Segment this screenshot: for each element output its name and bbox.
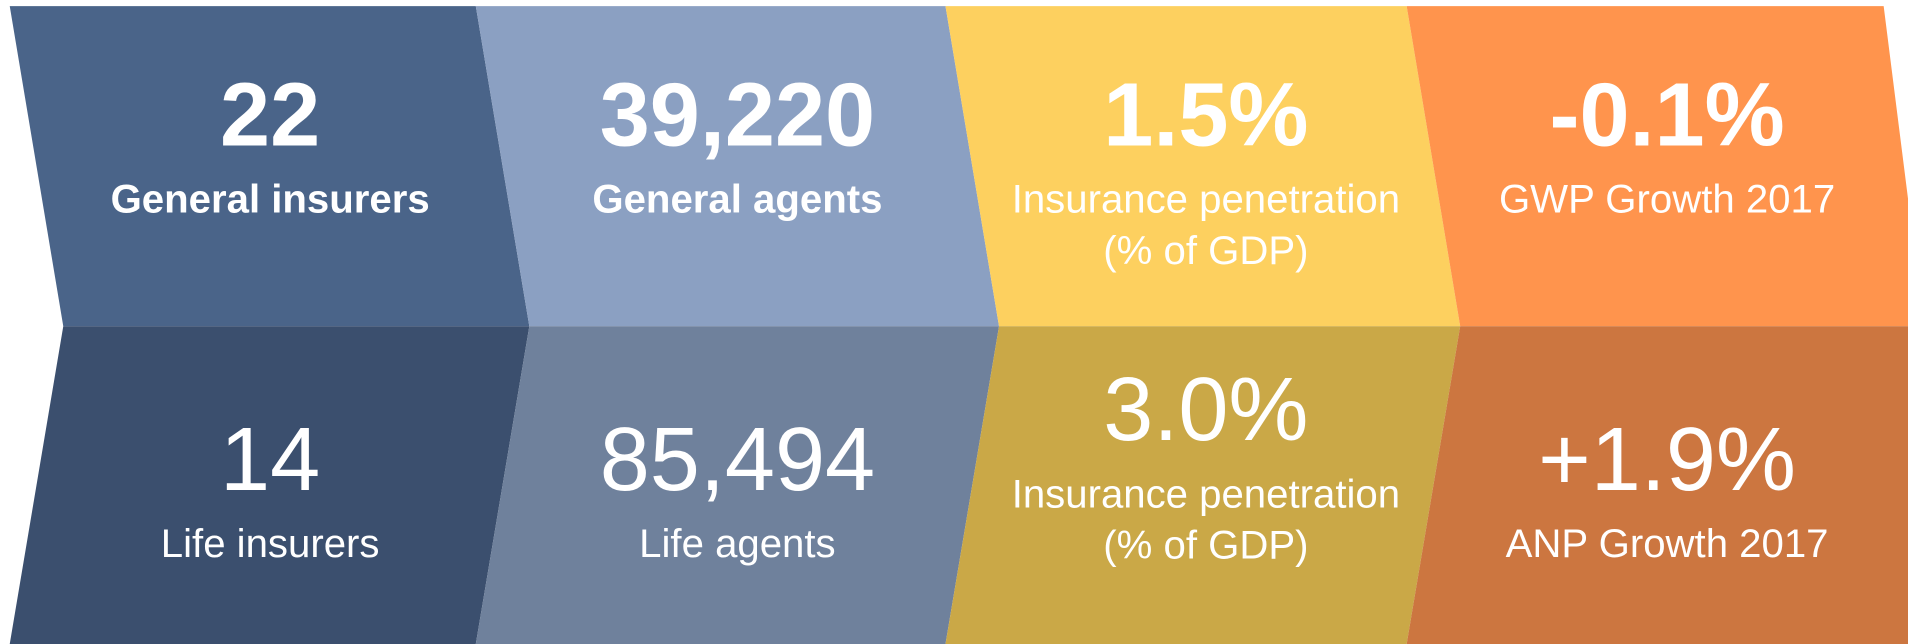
tile (1406, 326, 1908, 644)
tile-label: General agents (592, 177, 882, 222)
tile-value: 3.0% (1103, 359, 1308, 460)
tile-label: Life insurers (161, 521, 380, 566)
tile-value: 22 (220, 65, 320, 166)
tile (945, 326, 1461, 644)
tile (475, 326, 1000, 644)
tile-label: General insurers (111, 177, 430, 222)
tile (9, 6, 530, 327)
tile (945, 6, 1461, 327)
tile (1406, 6, 1908, 327)
tile-label: GWP Growth 2017 (1499, 177, 1835, 222)
tile-label: ANP Growth 2017 (1506, 521, 1829, 566)
tile-value: -0.1% (1549, 65, 1784, 166)
tile-label: Insurance penetration (1012, 177, 1400, 222)
tile-value: 39,220 (600, 65, 875, 166)
tile (475, 6, 1000, 327)
tile (9, 326, 530, 644)
tile-value: 1.5% (1103, 65, 1308, 166)
tile-label: (% of GDP) (1103, 228, 1308, 273)
tile-value: +1.9% (1538, 409, 1796, 510)
tile-label: (% of GDP) (1103, 522, 1308, 567)
tile-label: Insurance penetration (1012, 471, 1400, 516)
tile-label: Life agents (639, 521, 835, 566)
tile-value: 85,494 (600, 409, 875, 510)
tile-value: 14 (220, 409, 320, 510)
